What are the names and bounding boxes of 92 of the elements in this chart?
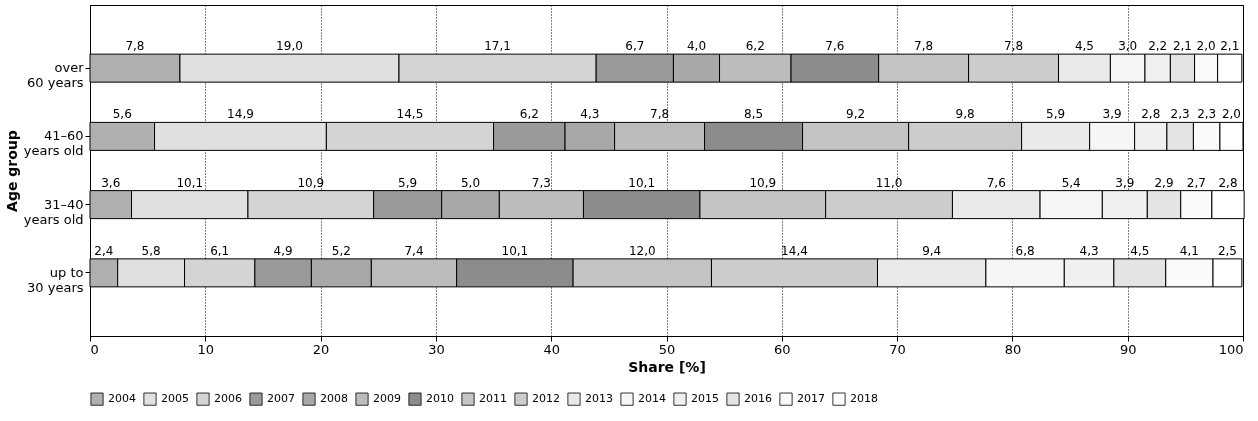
y-tick-label: 31–40 years old xyxy=(23,196,84,227)
data-label: 2,9 xyxy=(1154,175,1174,190)
y-axis-title: Age group xyxy=(3,130,20,212)
data-label: 10,1 xyxy=(628,175,656,190)
x-tick-label: 90 xyxy=(1119,341,1137,357)
legend-label: 2014 xyxy=(638,392,666,406)
y-tick-label: over 60 years xyxy=(27,60,85,91)
data-label: 10,1 xyxy=(501,243,529,258)
data-label: 6,1 xyxy=(210,243,230,258)
data-label: 3,0 xyxy=(1118,39,1138,54)
legend-label: 2008 xyxy=(320,392,348,406)
x-tick-label: 10 xyxy=(197,341,215,357)
data-label: 7,8 xyxy=(125,39,145,54)
y-tick-label: 41–60 years old xyxy=(23,128,84,159)
data-label: 2,1 xyxy=(1172,39,1193,54)
data-label: 14,9 xyxy=(227,107,254,122)
data-label: 6,2 xyxy=(745,39,765,54)
data-label: 14,4 xyxy=(781,243,808,258)
data-label: 7,4 xyxy=(404,243,424,258)
data-label: 3,9 xyxy=(1115,175,1135,190)
data-label: 14,5 xyxy=(396,107,424,122)
data-label: 5,2 xyxy=(331,243,351,258)
data-label: 7,8 xyxy=(914,39,934,54)
data-label: 4,9 xyxy=(273,243,293,258)
x-tick-label: 80 xyxy=(1004,341,1022,357)
x-tick-label: 60 xyxy=(774,341,791,357)
legend-label: 2004 xyxy=(108,392,136,406)
data-label: 3,9 xyxy=(1102,107,1122,122)
legend-label: 2016 xyxy=(744,392,772,406)
data-label: 19,0 xyxy=(276,39,303,54)
x-tick-label: 50 xyxy=(658,341,676,357)
x-tick-label: 20 xyxy=(312,341,330,357)
data-label: 10,1 xyxy=(176,175,204,190)
x-tick-label: 70 xyxy=(889,341,906,357)
data-label: 2,3 xyxy=(1170,107,1190,122)
data-label: 5,4 xyxy=(1061,175,1081,190)
data-label: 2,8 xyxy=(1218,175,1238,190)
data-label: 7,3 xyxy=(531,175,551,190)
data-label: 2,3 xyxy=(1197,107,1217,122)
data-label: 5,9 xyxy=(398,175,418,190)
data-label: 5,0 xyxy=(460,175,481,190)
x-tick-label: 30 xyxy=(428,341,445,357)
data-label: 9,8 xyxy=(955,107,975,122)
data-label: 7,6 xyxy=(986,175,1006,190)
data-label: 2,7 xyxy=(1186,175,1206,190)
x-tick-label: 40 xyxy=(543,341,560,357)
data-label: 9,4 xyxy=(922,243,942,258)
data-label: 4,0 xyxy=(686,39,707,54)
x-tick-label: 100 xyxy=(1218,341,1244,357)
data-label: 4,5 xyxy=(1074,39,1095,54)
data-label: 8,5 xyxy=(744,107,764,122)
legend-label: 2010 xyxy=(426,392,454,406)
legend-label: 2012 xyxy=(532,392,560,406)
x-tick-label: 0 xyxy=(90,341,99,357)
data-label: 5,9 xyxy=(1046,107,1066,122)
legend-label: 2015 xyxy=(691,392,719,406)
legend-label: 2007 xyxy=(267,392,295,406)
data-label: 5,8 xyxy=(141,243,161,258)
data-label: 4,3 xyxy=(580,107,600,122)
data-label: 11,0 xyxy=(875,175,903,190)
data-label: 5,6 xyxy=(112,107,132,122)
data-label: 2,5 xyxy=(1217,243,1237,258)
data-label: 4,1 xyxy=(1179,243,1199,258)
data-label: 17,1 xyxy=(484,39,511,54)
data-label: 4,5 xyxy=(1130,243,1150,258)
data-label: 7,8 xyxy=(1004,39,1024,54)
data-label: 7,8 xyxy=(650,107,670,122)
data-label: 2,8 xyxy=(1141,107,1161,122)
data-label: 9,2 xyxy=(846,107,866,122)
legend-label: 2018 xyxy=(850,392,878,406)
x-axis-title: Share [%] xyxy=(628,358,706,375)
data-label: 2,0 xyxy=(1221,107,1242,122)
data-label: 4,3 xyxy=(1079,243,1099,258)
data-label: 2,1 xyxy=(1220,39,1240,54)
data-label: 10,9 xyxy=(749,175,777,190)
legend-label: 2017 xyxy=(797,392,825,406)
data-label: 3,6 xyxy=(101,175,121,190)
legend-label: 2009 xyxy=(373,392,401,406)
data-label: 10,9 xyxy=(297,175,325,190)
data-label: 6,8 xyxy=(1015,243,1035,258)
legend-label: 2005 xyxy=(161,392,189,406)
legend-label: 2011 xyxy=(479,392,507,406)
data-label: 7,6 xyxy=(825,39,845,54)
data-label: 12,0 xyxy=(628,243,656,258)
data-label: 6,2 xyxy=(519,107,539,122)
data-label: 2,0 xyxy=(1196,39,1216,54)
data-label: 6,7 xyxy=(625,39,645,54)
data-label: 2,2 xyxy=(1148,39,1168,54)
legend-label: 2006 xyxy=(214,392,242,406)
y-tick-label: up to 30 years xyxy=(27,264,84,295)
data-label: 2,4 xyxy=(94,243,114,258)
legend-label: 2013 xyxy=(585,392,613,406)
